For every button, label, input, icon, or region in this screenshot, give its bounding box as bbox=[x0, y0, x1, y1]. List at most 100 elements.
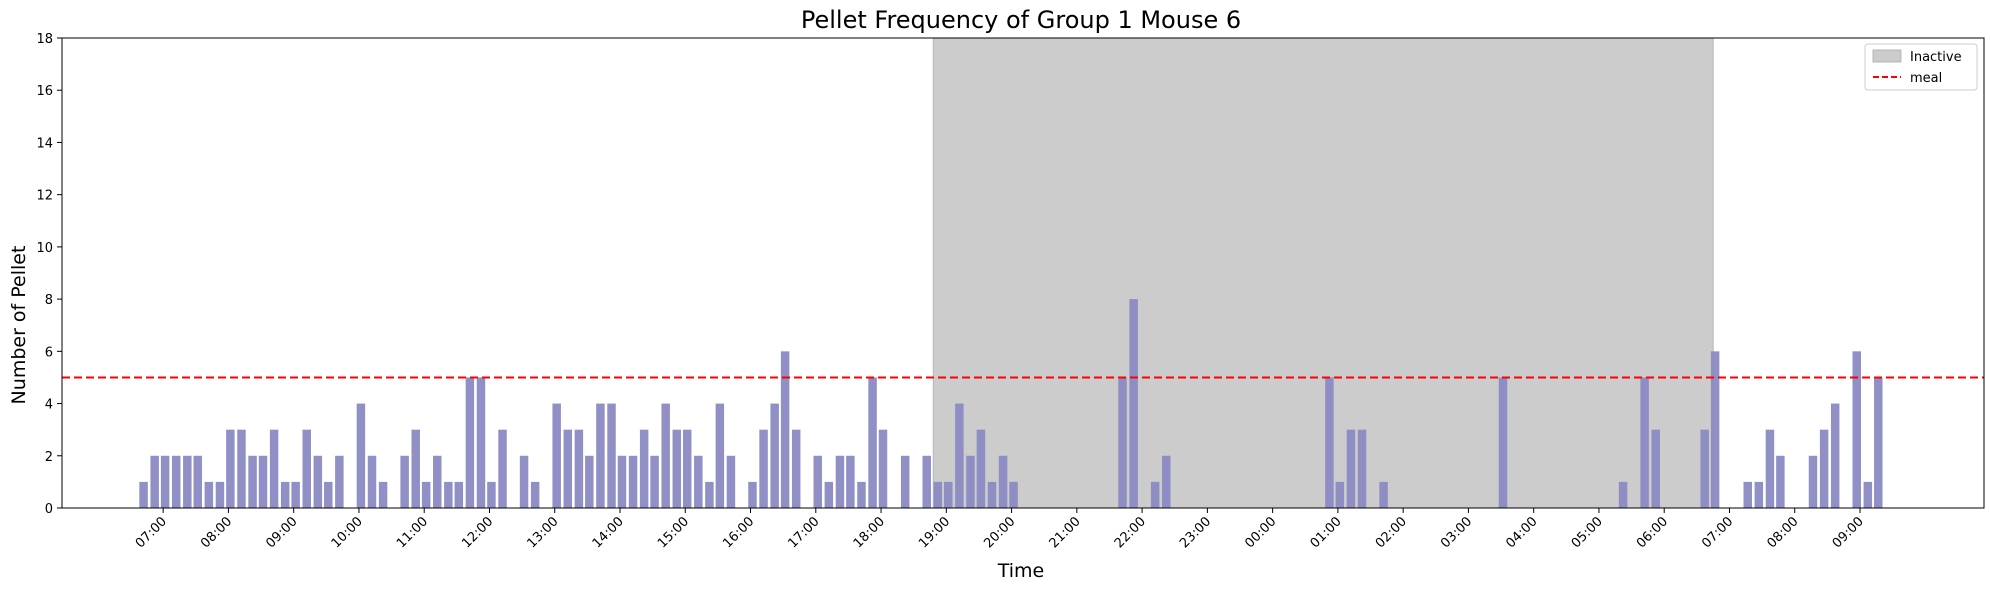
bar bbox=[291, 481, 300, 508]
y-tick-label: 18 bbox=[36, 32, 53, 47]
bar bbox=[1325, 377, 1334, 508]
bar bbox=[694, 455, 703, 508]
bar bbox=[617, 455, 627, 508]
bar bbox=[791, 429, 801, 508]
bar bbox=[1830, 403, 1840, 508]
y-tick-label: 4 bbox=[45, 398, 53, 413]
x-tick-label: 17:00 bbox=[786, 514, 823, 551]
bar bbox=[1700, 429, 1709, 508]
bar bbox=[421, 481, 431, 508]
x-tick-label: 12:00 bbox=[459, 514, 496, 551]
bar bbox=[1129, 299, 1138, 508]
inactive-period-layer bbox=[932, 37, 1714, 509]
y-tick-label: 14 bbox=[36, 136, 53, 151]
bar bbox=[313, 455, 323, 508]
bar bbox=[966, 455, 975, 508]
x-tick-label: 07:00 bbox=[133, 514, 170, 551]
bar bbox=[726, 455, 736, 508]
bar bbox=[1346, 429, 1356, 508]
bar bbox=[356, 403, 366, 508]
bar bbox=[215, 481, 225, 508]
legend-inactive-swatch bbox=[1872, 49, 1902, 63]
legend-inactive-label: Inactive bbox=[1910, 50, 1962, 65]
bar bbox=[922, 455, 931, 508]
x-tick-label: 07:00 bbox=[1699, 514, 1736, 551]
x-tick-label: 00:00 bbox=[1242, 514, 1279, 551]
bar bbox=[998, 455, 1008, 508]
bar bbox=[1776, 455, 1785, 508]
bar bbox=[1852, 351, 1861, 508]
bar bbox=[933, 481, 943, 508]
bar bbox=[1819, 429, 1829, 508]
bar bbox=[846, 455, 855, 508]
bar bbox=[204, 481, 214, 508]
legend: Inactive meal bbox=[1864, 43, 1978, 91]
bar bbox=[705, 481, 714, 508]
bar bbox=[454, 481, 464, 508]
bar bbox=[1357, 429, 1367, 508]
bar bbox=[835, 455, 845, 508]
x-tick-label: 05:00 bbox=[1569, 514, 1606, 551]
plot-frame bbox=[61, 37, 1985, 509]
bar bbox=[1765, 429, 1775, 508]
bars-layer bbox=[139, 299, 1883, 508]
x-tick-label: 23:00 bbox=[1177, 514, 1214, 551]
x-tick-label: 16:00 bbox=[720, 514, 757, 551]
bar bbox=[160, 455, 170, 508]
bar bbox=[487, 481, 496, 508]
bar bbox=[770, 403, 779, 508]
bar bbox=[780, 351, 790, 508]
x-tick-label: 09:00 bbox=[1830, 514, 1867, 551]
x-tick-label: 04:00 bbox=[1503, 514, 1540, 551]
bar bbox=[183, 455, 192, 508]
y-tick-label: 16 bbox=[36, 84, 53, 99]
x-tick-label: 20:00 bbox=[981, 514, 1018, 551]
x-tick-label: 02:00 bbox=[1373, 514, 1410, 551]
bar bbox=[976, 429, 986, 508]
bar bbox=[269, 429, 279, 508]
bar bbox=[378, 481, 388, 508]
bar bbox=[813, 455, 822, 508]
bar bbox=[280, 481, 290, 508]
bar bbox=[628, 455, 638, 508]
bar bbox=[650, 455, 659, 508]
bar bbox=[1498, 377, 1508, 508]
bar bbox=[857, 481, 866, 508]
bar bbox=[1754, 481, 1764, 508]
x-tick-label: 08:00 bbox=[198, 514, 235, 551]
bar bbox=[1379, 481, 1388, 508]
y-tick-label: 12 bbox=[36, 189, 53, 204]
bar bbox=[682, 429, 692, 508]
bar bbox=[1640, 377, 1649, 508]
bar bbox=[900, 455, 910, 508]
bar bbox=[748, 481, 757, 508]
bar bbox=[530, 481, 540, 508]
bar bbox=[987, 481, 997, 508]
bar bbox=[574, 429, 584, 508]
bar bbox=[1618, 481, 1628, 508]
bar bbox=[878, 429, 888, 508]
y-tick-label: 2 bbox=[45, 450, 53, 465]
y-tick-label: 6 bbox=[45, 345, 53, 360]
x-tick-label: 01:00 bbox=[1308, 514, 1345, 551]
bar bbox=[715, 403, 725, 508]
bar bbox=[519, 455, 529, 508]
x-tick-label: 18:00 bbox=[851, 514, 888, 551]
bar bbox=[1743, 481, 1752, 508]
chart-title: Pellet Frequency of Group 1 Mouse 6 bbox=[801, 6, 1241, 34]
bar bbox=[868, 377, 877, 508]
y-axis-label: Number of Pellet bbox=[8, 246, 30, 405]
x-tick-label: 19:00 bbox=[916, 514, 953, 551]
bar bbox=[944, 481, 953, 508]
bar bbox=[171, 455, 181, 508]
bar bbox=[433, 455, 442, 508]
bar bbox=[248, 455, 257, 508]
bar bbox=[237, 429, 246, 508]
bar bbox=[335, 455, 344, 508]
x-tick-label: 15:00 bbox=[655, 514, 692, 551]
bar bbox=[672, 429, 682, 508]
bar bbox=[150, 455, 159, 508]
bar bbox=[258, 455, 268, 508]
x-tick-label: 09:00 bbox=[263, 514, 300, 551]
